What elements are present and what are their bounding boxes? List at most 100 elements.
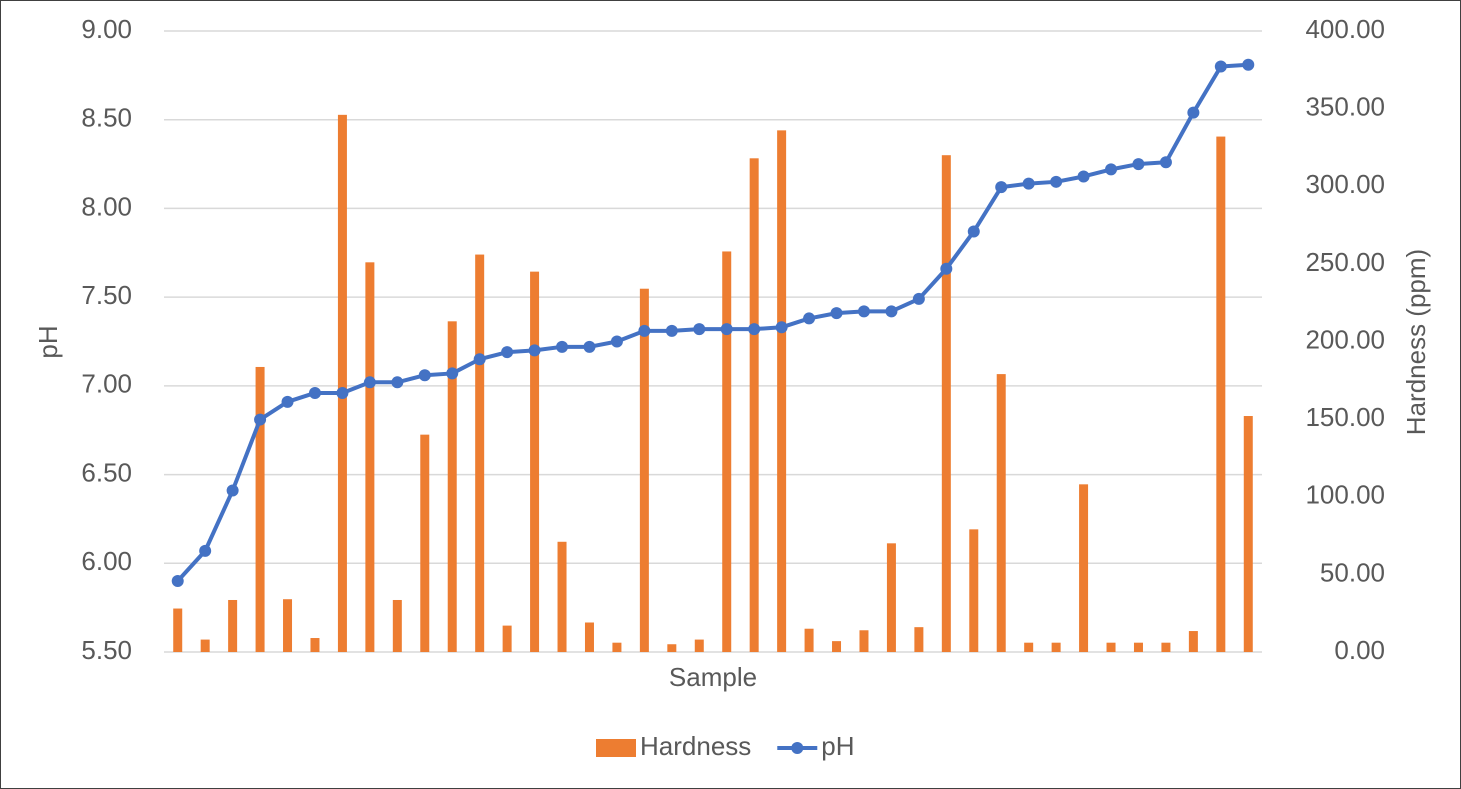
point	[940, 262, 953, 275]
y2-axis-title: Hardness (ppm)	[1401, 249, 1431, 435]
point	[556, 340, 569, 353]
point	[336, 386, 349, 399]
point	[885, 305, 898, 318]
y2-tick-label: 50.00	[1320, 557, 1385, 587]
point	[501, 346, 514, 359]
point	[1105, 163, 1118, 176]
y-tick-label: 5.50	[81, 635, 132, 665]
point	[995, 181, 1008, 194]
bar	[557, 541, 567, 652]
bar	[173, 608, 183, 652]
y2-tick-label: 150.00	[1305, 402, 1385, 432]
bar	[1216, 136, 1226, 652]
bar	[1243, 416, 1253, 652]
point	[281, 395, 294, 408]
bar	[749, 158, 759, 652]
bar	[447, 321, 457, 652]
y-axis-title: pH	[33, 325, 63, 358]
bar	[859, 630, 869, 652]
point	[1132, 158, 1145, 171]
y2-tick-label: 250.00	[1305, 247, 1385, 277]
bar	[365, 262, 375, 652]
point	[1242, 58, 1255, 71]
y2-tick-label: 300.00	[1305, 169, 1385, 199]
point	[1187, 106, 1200, 119]
point	[638, 324, 651, 337]
bar	[228, 599, 238, 652]
y2-tick-label: 350.00	[1305, 92, 1385, 122]
point	[693, 323, 706, 336]
point	[748, 323, 761, 336]
point	[391, 376, 404, 389]
y2-tick-label: 400.00	[1305, 14, 1385, 44]
x-axis-title: Sample	[669, 662, 757, 692]
point	[528, 344, 541, 357]
point	[1050, 175, 1063, 188]
bar	[694, 639, 704, 652]
point	[1214, 60, 1227, 73]
point	[610, 335, 623, 348]
point	[254, 413, 267, 426]
bar	[886, 543, 896, 652]
legend-swatch	[596, 739, 636, 757]
bar	[777, 130, 787, 653]
point	[720, 323, 733, 336]
bar	[1051, 642, 1061, 652]
bar	[914, 627, 924, 652]
point	[665, 324, 678, 337]
point	[446, 367, 459, 380]
point	[912, 292, 925, 305]
y-tick-label: 7.00	[81, 369, 132, 399]
bar	[667, 644, 677, 652]
y2-tick-label: 100.00	[1305, 480, 1385, 510]
point	[775, 321, 788, 334]
bar	[255, 366, 265, 652]
bar	[337, 114, 347, 652]
line	[176, 62, 1249, 583]
point	[967, 225, 980, 238]
point	[226, 484, 239, 497]
bar	[832, 641, 842, 652]
point	[473, 353, 486, 366]
y-tick-label: 6.00	[81, 546, 132, 576]
bar	[1079, 484, 1089, 652]
bar	[612, 642, 622, 652]
bar	[420, 434, 430, 652]
y-tick-label: 8.50	[81, 103, 132, 133]
bar	[996, 374, 1006, 652]
bar	[475, 254, 485, 652]
bar	[969, 529, 979, 652]
bar	[1024, 642, 1034, 652]
bar	[941, 155, 951, 652]
bar	[1161, 642, 1171, 652]
bar	[722, 251, 732, 652]
point	[583, 340, 596, 353]
legend-label: pH	[821, 731, 854, 761]
bar	[502, 625, 512, 652]
bar	[530, 271, 540, 652]
bar	[1106, 642, 1116, 652]
point	[1159, 156, 1172, 169]
y-tick-label: 7.50	[81, 280, 132, 310]
bar	[310, 638, 320, 652]
y2-tick-label: 0.00	[1334, 635, 1385, 665]
point	[199, 544, 212, 557]
bar	[283, 599, 293, 652]
point	[418, 369, 431, 382]
point	[857, 305, 870, 318]
point	[830, 307, 843, 320]
legend-marker	[791, 742, 804, 754]
bar	[639, 288, 649, 652]
bar	[584, 622, 594, 652]
point	[308, 386, 321, 399]
point	[363, 376, 376, 389]
y-tick-label: 9.00	[81, 14, 132, 44]
point	[171, 575, 184, 588]
point	[803, 312, 816, 325]
legend-label: Hardness	[640, 731, 751, 761]
bar	[1133, 642, 1143, 652]
point	[1022, 177, 1035, 190]
bar	[200, 639, 210, 652]
y-tick-label: 8.00	[81, 191, 132, 221]
